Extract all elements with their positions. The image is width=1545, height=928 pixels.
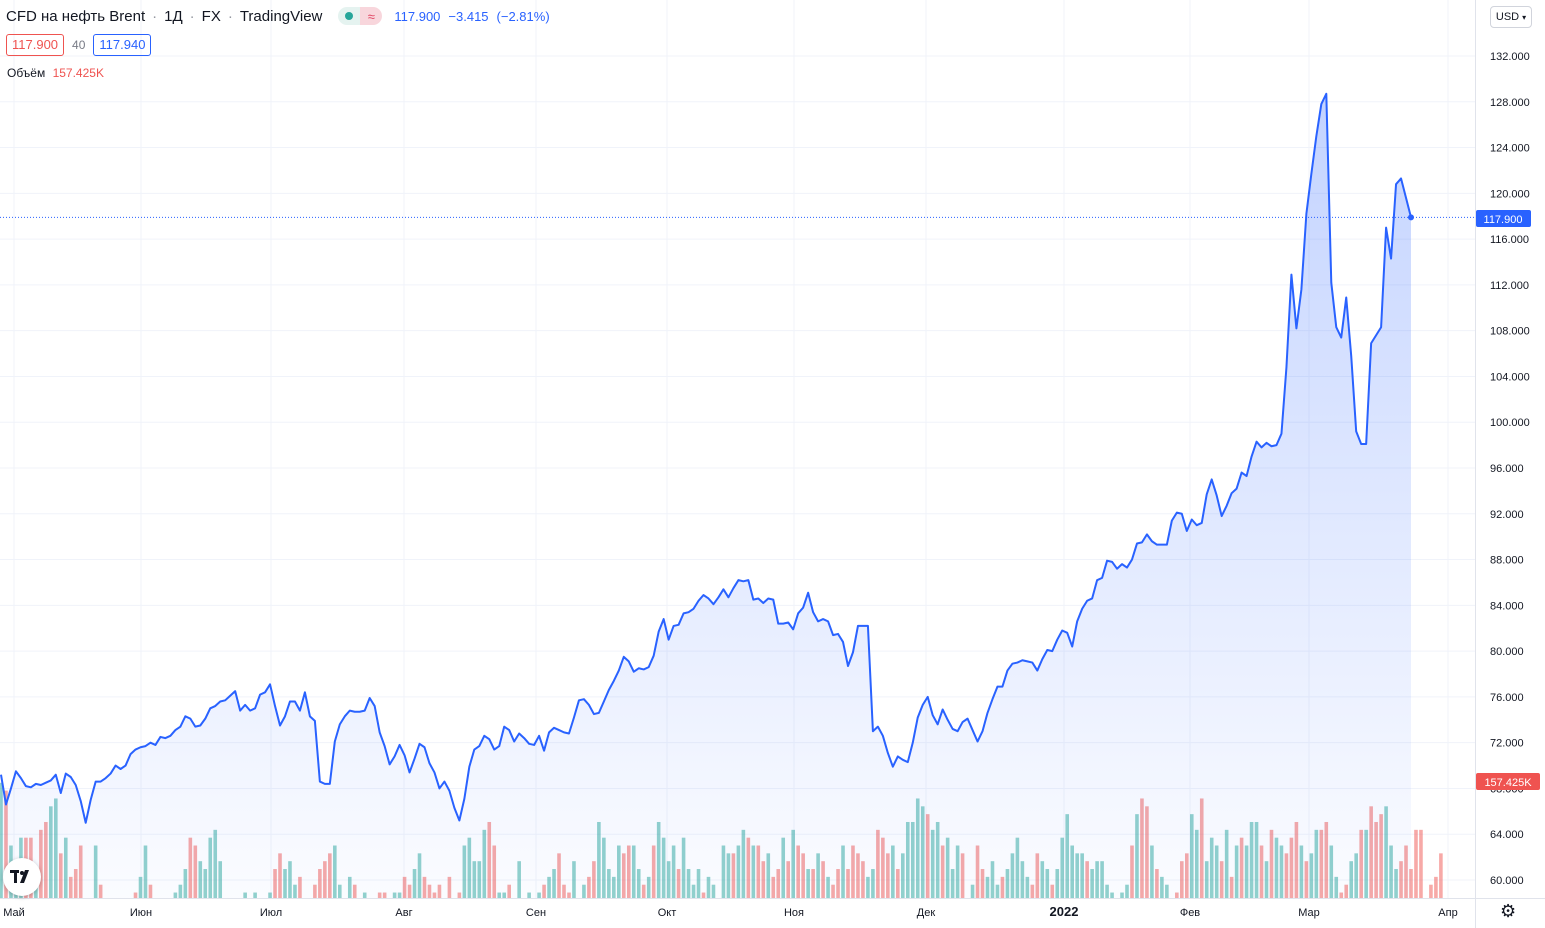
spread-value: 40: [72, 38, 86, 52]
gear-icon[interactable]: ⚙: [1500, 901, 1517, 921]
interval-label[interactable]: 1Д: [164, 7, 183, 25]
price-tick-label: 120.000: [1490, 188, 1530, 200]
tradingview-logo-icon[interactable]: [3, 858, 41, 896]
data-delay-icon[interactable]: ≈: [360, 7, 383, 25]
price-tick-label: 88.000: [1490, 555, 1524, 567]
buy-price-button[interactable]: 117.940: [93, 34, 152, 56]
exchange-label: FX: [201, 7, 221, 25]
last-price-label: 117.900: [1476, 210, 1531, 227]
svg-text:117.900: 117.900: [1484, 214, 1523, 226]
price-axis[interactable]: 132.000 128.000 124.000 120.000 116.000 112.0…: [1490, 51, 1530, 887]
time-tick-label: Июл: [260, 907, 282, 919]
price-tick-label: 112.000: [1490, 280, 1529, 292]
volume-bar: [1434, 876, 1438, 898]
price-tick-label: 104.000: [1490, 371, 1530, 383]
time-tick-label: Фев: [1180, 907, 1200, 919]
currency-label: USD: [1495, 11, 1520, 23]
separator-dot: ·: [152, 7, 158, 25]
volume-bar: [1414, 829, 1418, 898]
price-change-percent: (−2.81%): [496, 8, 550, 24]
price-tick-label: 60.000: [1490, 875, 1524, 887]
time-tick-label: Авг: [395, 907, 412, 919]
market-open-icon[interactable]: [338, 7, 361, 25]
time-tick-label: Окт: [658, 907, 677, 919]
price-tick-label: 64.000: [1490, 829, 1524, 841]
price-tick-label: 108.000: [1490, 326, 1530, 338]
time-tick-label: Апр: [1438, 907, 1457, 919]
price-line: [0, 92, 1412, 824]
volume-bar: [1419, 829, 1423, 898]
price-tick-label: 132.000: [1490, 51, 1530, 63]
separator-dot: ·: [227, 7, 233, 25]
price-area: [1, 93, 1411, 898]
price-tick-label: 84.000: [1490, 600, 1524, 612]
separator-dot: ·: [189, 7, 195, 25]
bid-ask-row: 117.900 40 117.940: [6, 34, 152, 56]
time-tick-label: 2022: [1050, 904, 1079, 919]
chevron-down-icon: ▾: [1522, 12, 1527, 22]
svg-text:157.425K: 157.425K: [1484, 777, 1532, 789]
price-tick-label: 96.000: [1490, 463, 1524, 475]
time-tick-label: Сен: [526, 907, 546, 919]
volume-bar: [1429, 884, 1433, 898]
price-tick-label: 80.000: [1490, 646, 1524, 658]
last-price-dot: [1408, 214, 1414, 221]
price-tick-label: 72.000: [1490, 738, 1524, 750]
price-change: −3.415: [448, 8, 489, 24]
source-label: TradingView: [239, 7, 323, 25]
sell-price-button[interactable]: 117.900: [6, 34, 65, 56]
volume-legend[interactable]: Объём 157.425K: [7, 66, 104, 80]
symbol-name[interactable]: CFD на нефть Brent: [6, 7, 146, 25]
currency-selector[interactable]: USD ▾: [1490, 6, 1532, 28]
volume-title: Объём: [7, 66, 46, 80]
time-tick-label: Мар: [1298, 907, 1320, 919]
price-tick-label: 116.000: [1490, 234, 1529, 246]
price-tick-label: 124.000: [1490, 143, 1530, 155]
market-status-pills[interactable]: ≈: [338, 7, 383, 25]
price-tick-label: 128.000: [1490, 97, 1530, 109]
price-tick-label: 92.000: [1490, 509, 1524, 521]
time-axis[interactable]: Май Июн Июл Авг Сен Окт Ноя Дек 2022 Фев Мар Апр: [3, 904, 1457, 919]
time-tick-label: Июн: [130, 907, 152, 919]
symbol-header[interactable]: CFD на нефть Brent · 1Д · FX · TradingVi…: [6, 7, 550, 25]
volume-value-label: 157.425K: [1476, 773, 1540, 790]
last-price: 117.900: [394, 8, 441, 24]
time-tick-label: Дек: [917, 907, 936, 919]
price-tick-label: 100.000: [1490, 417, 1530, 429]
time-tick-label: Ноя: [784, 907, 804, 919]
volume-bar: [1439, 853, 1443, 898]
volume-value: 157.425K: [52, 66, 104, 80]
price-tick-label: 76.000: [1490, 692, 1524, 704]
time-tick-label: Май: [3, 907, 25, 919]
